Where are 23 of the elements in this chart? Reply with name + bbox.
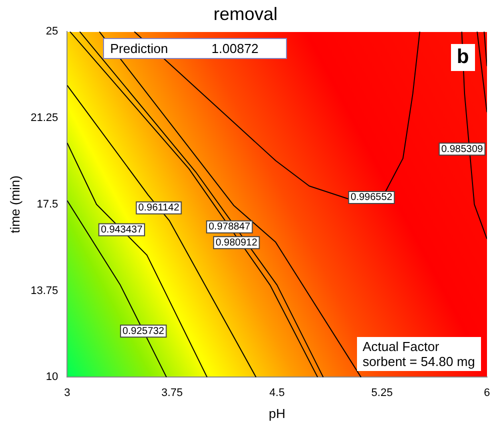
x-axis-title: pH [268,406,286,421]
chart-title: removal [213,4,278,24]
series-label: 0.961142 [138,202,180,214]
x-tick-label: 6 [484,386,490,399]
series-label: 0.980912 [216,237,258,248]
y-tick-label: 21.25 [30,112,58,124]
annotation: b [450,44,475,71]
x-tick-label: 5.25 [371,386,393,399]
annotation: Prediction 1.00872 [103,38,288,59]
x-tick-label: 4.5 [269,386,285,399]
series-label: 0.978847 [208,222,251,233]
y-axis-title: time (min) [7,176,22,234]
series-label: 0.925732 [122,326,165,337]
annotation: Actual Factor sorbent = 54.80 mg [356,337,481,372]
y-tick-label: 25 [46,26,58,38]
x-tick-label: 3 [64,386,70,399]
series-label: 0.985309 [441,144,484,155]
x-tick-label: 3.75 [161,386,183,399]
y-tick-label: 10 [46,371,58,384]
y-tick-label: 13.75 [30,284,58,297]
series-label: 0.996552 [350,192,393,204]
series-label: 0.943437 [100,224,143,236]
y-tick-label: 17.5 [36,198,58,210]
